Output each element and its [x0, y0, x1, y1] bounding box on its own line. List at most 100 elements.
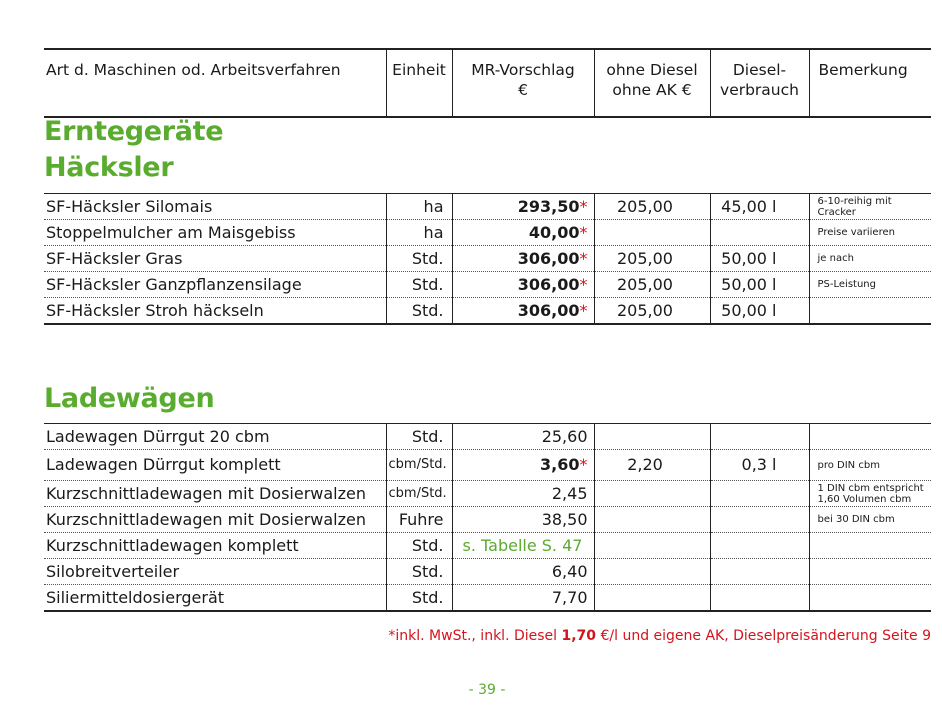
cell-mr-price: 6,40: [451, 558, 594, 585]
cell-machine: SF-Häcksler Silomais: [44, 193, 386, 220]
cell-unit: ha: [385, 193, 452, 220]
header-machine: Art d. Maschinen od. Arbeitsverfahren: [46, 61, 341, 79]
cell-remark: [808, 423, 931, 450]
section-title-loader-wagons: Ladewägen: [44, 383, 215, 414]
cell-machine: Kurzschnittladewagen komplett: [44, 532, 386, 559]
cell-no-diesel: 2,20: [593, 449, 710, 481]
footnote: *inkl. MwSt., inkl. Diesel 1,70 €/l und …: [388, 628, 931, 644]
cell-unit: Std.: [385, 245, 452, 272]
cell-machine: Ladewagen Dürrgut komplett: [44, 449, 386, 481]
cell-no-diesel: 205,00: [593, 245, 710, 272]
cell-machine: SF-Häcksler Ganzpflanzensilage: [44, 271, 386, 298]
cell-diesel: 0,3 l: [709, 449, 809, 481]
cell-diesel: [709, 532, 809, 559]
cell-machine: Kurzschnittladewagen mit Dosierwalzen: [44, 480, 386, 507]
cell-no-diesel: [593, 584, 710, 612]
cell-machine: SF-Häcksler Stroh häckseln: [44, 297, 386, 325]
table-row: Ladewagen Dürrgut komplett cbm/Std. 3,60* 2…: [44, 449, 931, 481]
cell-unit: Std.: [385, 271, 452, 298]
cell-no-diesel: [593, 558, 710, 585]
cell-remark: pro DIN cbm: [808, 449, 931, 481]
cell-remark: Preise variieren: [808, 219, 931, 246]
cell-remark: [808, 584, 931, 612]
header-no-diesel: ohne Diesel ohne AK €: [593, 49, 710, 117]
table-row: Kurzschnittladewagen komplett Std. s. Tabe…: [44, 532, 931, 559]
cell-mr-price: 38,50: [451, 506, 594, 533]
cell-mr-price: 40,00*: [451, 219, 594, 246]
cell-machine: Kurzschnittladewagen mit Dosierwalzen: [44, 506, 386, 533]
cell-remark: [808, 532, 931, 559]
cell-diesel: 50,00 l: [709, 245, 809, 272]
cell-diesel: [709, 506, 809, 533]
cell-no-diesel: 205,00: [593, 297, 710, 325]
cell-unit: cbm/Std.: [385, 449, 452, 481]
cell-remark: 1 DIN cbm entspricht 1,60 Volumen cbm: [808, 480, 931, 507]
cell-machine: Stoppelmulcher am Maisgebiss: [44, 219, 386, 246]
header-diesel-consumption: Diesel-verbrauch: [709, 49, 809, 117]
table-haecksler: SF-Häcksler Silomais ha 293,50* 205,00 45,00…: [44, 193, 931, 325]
cell-unit: Std.: [385, 297, 452, 325]
cell-mr-price: 25,60: [451, 423, 594, 450]
table-row: SF-Häcksler Gras Std. 306,00* 205,00 50,00 l…: [44, 245, 931, 272]
header-unit: Einheit: [385, 49, 452, 117]
cell-no-diesel: [593, 532, 710, 559]
cell-no-diesel: 205,00: [593, 193, 710, 220]
cell-no-diesel: [593, 506, 710, 533]
page-number: - 39 -: [468, 682, 506, 698]
cell-diesel: [709, 423, 809, 450]
cell-remark: [808, 558, 931, 585]
cell-remark: PS-Leistung: [808, 271, 931, 298]
cell-machine: Ladewagen Dürrgut 20 cbm: [44, 423, 386, 450]
cell-mr-price: 306,00*: [451, 245, 594, 272]
cell-machine: SF-Häcksler Gras: [44, 245, 386, 272]
table-row: Kurzschnittladewagen mit Dosierwalzen cbm…: [44, 480, 931, 507]
header-mr-proposal: MR-Vorschlag €: [451, 49, 594, 117]
cell-mr-price: 306,00*: [451, 271, 594, 298]
cell-unit: Std.: [385, 558, 452, 585]
cell-diesel: 50,00 l: [709, 297, 809, 325]
table-ladewaegen: Ladewagen Dürrgut 20 cbm Std. 25,60 Ladewag…: [44, 423, 931, 612]
cell-no-diesel: [593, 219, 710, 246]
asterisk-mark: *: [579, 249, 588, 268]
asterisk-mark: *: [579, 197, 588, 216]
cell-mr-price: 306,00*: [451, 297, 594, 325]
table-row: Ladewagen Dürrgut 20 cbm Std. 25,60: [44, 423, 931, 450]
table-row: Silobreitverteiler Std. 6,40: [44, 558, 931, 585]
cell-unit: Std.: [385, 423, 452, 450]
cell-unit: Fuhre: [385, 506, 452, 533]
cell-no-diesel: [593, 480, 710, 507]
asterisk-mark: *: [579, 275, 588, 294]
cell-remark: je nach: [808, 245, 931, 272]
cell-no-diesel: [593, 423, 710, 450]
cell-diesel: 45,00 l: [709, 193, 809, 220]
table-row: SF-Häcksler Ganzpflanzensilage Std. 306,00…: [44, 271, 931, 298]
cell-diesel: [709, 584, 809, 612]
cell-diesel: [709, 480, 809, 507]
table-header: Art d. Maschinen od. Arbeitsverfahren Ei…: [44, 48, 931, 118]
cell-unit: Std.: [385, 532, 452, 559]
cell-no-diesel: 205,00: [593, 271, 710, 298]
cell-diesel: 50,00 l: [709, 271, 809, 298]
cell-machine: Siliermitteldosiergerät: [44, 584, 386, 612]
table-row: Kurzschnittladewagen mit Dosierwalzen Fuh…: [44, 506, 931, 533]
section-title-harvest: Erntegeräte Häcksler: [44, 116, 224, 183]
cell-mr-price: 3,60*: [451, 449, 594, 481]
cell-unit: ha: [385, 219, 452, 246]
cell-diesel: [709, 219, 809, 246]
cell-remark: 6-10-reihig mit Cracker: [808, 193, 931, 220]
cell-mr-price: s. Tabelle S. 47: [451, 532, 594, 559]
cell-diesel: [709, 558, 809, 585]
cell-machine: Silobreitverteiler: [44, 558, 386, 585]
table-row: Siliermitteldosiergerät Std. 7,70: [44, 584, 931, 612]
table-row: Stoppelmulcher am Maisgebiss ha 40,00* Prei…: [44, 219, 931, 246]
cell-unit: cbm/Std.: [385, 480, 452, 507]
asterisk-mark: *: [579, 455, 588, 474]
asterisk-mark: *: [579, 301, 588, 320]
cell-unit: Std.: [385, 584, 452, 612]
cell-remark: [808, 297, 931, 325]
cell-mr-price: 7,70: [451, 584, 594, 612]
table-row: SF-Häcksler Stroh häckseln Std. 306,00* 205…: [44, 297, 931, 325]
table-row: SF-Häcksler Silomais ha 293,50* 205,00 45,00…: [44, 193, 931, 220]
header-remark: Bemerkung: [808, 49, 931, 117]
